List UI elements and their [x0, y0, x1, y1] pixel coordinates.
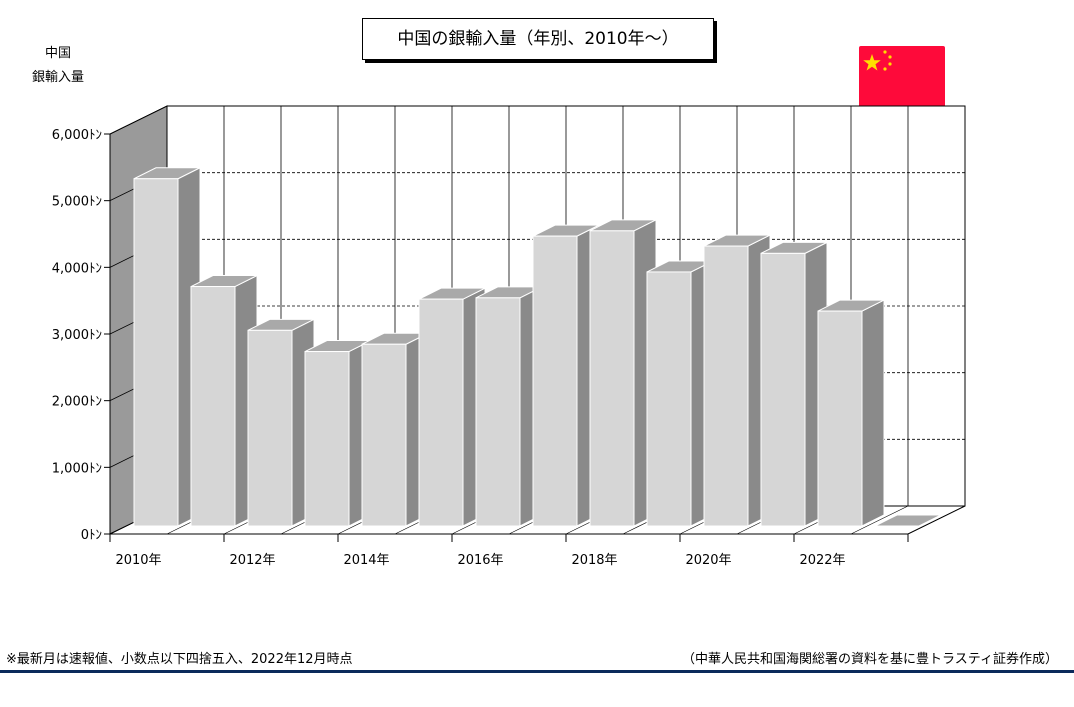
- bar: [133, 178, 179, 527]
- flag-small-star: [888, 62, 892, 66]
- y-tick-label: 3,000ﾄﾝ: [52, 328, 102, 343]
- footnote: ※最新月は速報値、小数点以下四捨五入、2022年12月時点: [6, 652, 353, 667]
- chart-plot: 0ﾄﾝ 1,000ﾄﾝ 2,000ﾄﾝ 3,000ﾄﾝ 4,000ﾄﾝ 5,000ﾄﾝ 6,…: [52, 105, 966, 568]
- x-tick-label: 2014年: [343, 553, 389, 568]
- bar: [817, 310, 863, 527]
- x-tick-label: 2018年: [571, 553, 617, 568]
- source-note: （中華人民共和国海関総署の資料を基に豊トラスティ証券作成）: [682, 652, 1058, 667]
- y-tick-label: 0ﾄﾝ: [81, 528, 102, 543]
- bar: [361, 343, 407, 527]
- bar: [418, 298, 464, 527]
- bar-side: [861, 299, 885, 527]
- y-tick-label: 5,000ﾄﾝ: [52, 195, 102, 210]
- flag-small-star: [888, 55, 892, 59]
- bar: [589, 230, 635, 527]
- y-axis-label: 中国 銀輸入量: [22, 42, 94, 90]
- y-axis-label-line-2: 銀輸入量: [31, 70, 84, 85]
- flag-small-star: [883, 67, 887, 71]
- flag-small-star: [883, 50, 887, 54]
- bar-top: [874, 514, 942, 527]
- y-axis-label-line-1: 中国: [44, 46, 71, 61]
- flag-big-star: [863, 54, 881, 71]
- bar: [760, 252, 806, 527]
- x-tick-label: 2012年: [229, 553, 275, 568]
- y-tick-label: 6,000ﾄﾝ: [52, 128, 102, 143]
- bar: [532, 235, 578, 527]
- bar: [646, 271, 692, 527]
- y-tick-label: 1,000ﾄﾝ: [52, 461, 102, 476]
- china-flag-icon: [859, 46, 945, 110]
- bar: [304, 351, 350, 527]
- x-tick-label: 2022年: [799, 553, 845, 568]
- y-tick-label: 2,000ﾄﾝ: [52, 395, 102, 410]
- bar: [190, 286, 236, 527]
- chart-title: 中国の銀輸入量（年別、2010年～）: [362, 18, 714, 60]
- x-tick-label: 2010年: [115, 553, 161, 568]
- bar: [247, 329, 293, 527]
- bottom-rule: [0, 670, 1074, 673]
- bar: [703, 245, 749, 527]
- wall-gridline: [109, 105, 168, 135]
- y-tick-label: 4,000ﾄﾝ: [52, 261, 102, 276]
- floor-gridline: [907, 505, 966, 535]
- floor-gridline: [850, 505, 909, 535]
- bar: [475, 297, 521, 527]
- x-tick-label: 2016年: [457, 553, 503, 568]
- x-tick-label: 2020年: [685, 553, 731, 568]
